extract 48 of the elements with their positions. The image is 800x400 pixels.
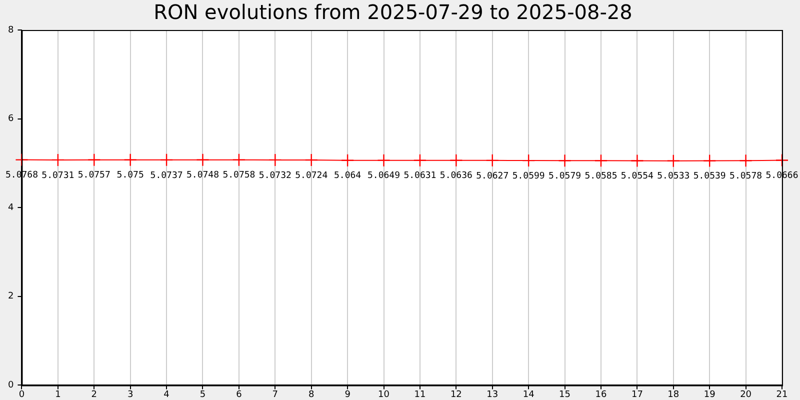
data-label: 5.0748 (186, 170, 219, 181)
x-tick-label: 16 (595, 390, 607, 400)
data-label: 5.0731 (42, 170, 74, 181)
x-tick-label: 18 (668, 390, 680, 400)
data-label: 5.0585 (584, 171, 618, 182)
x-tick-label: 13 (486, 390, 498, 400)
data-label: 5.0649 (368, 171, 400, 182)
data-label: 5.0631 (404, 171, 436, 182)
x-tick-label: 8 (308, 390, 314, 400)
x-tick-label: 20 (740, 390, 752, 400)
x-tick-label: 7 (272, 390, 278, 400)
data-label: 5.064 (334, 171, 362, 182)
x-tick-label: 5 (200, 390, 206, 400)
x-tick-label: 6 (236, 390, 242, 400)
data-label: 5.0578 (730, 171, 762, 182)
x-tick-label: 1 (55, 390, 61, 400)
data-label: 5.0737 (150, 170, 183, 181)
chart-title: RON evolutions from 2025-07-29 to 2025-08-28 (154, 0, 632, 24)
x-tick-label: 12 (450, 390, 462, 400)
x-tick-label: 14 (522, 390, 535, 400)
data-label: 5.075 (116, 170, 144, 181)
data-label: 5.0636 (440, 171, 472, 182)
data-label: 5.0579 (548, 171, 582, 182)
data-label: 5.0724 (295, 170, 328, 181)
x-tick-label: 19 (704, 390, 716, 400)
data-label: 5.0533 (657, 172, 690, 182)
y-tick-label: 6 (8, 114, 14, 124)
x-tick-label: 0 (18, 390, 25, 400)
x-tick-label: 15 (559, 390, 571, 400)
data-label: 5.0539 (693, 172, 726, 182)
x-tick-label: 21 (776, 390, 788, 400)
data-label: 5.0758 (222, 170, 256, 181)
x-tick-label: 9 (344, 390, 351, 400)
y-tick-label: 4 (8, 202, 14, 213)
data-label: 5.0554 (620, 172, 654, 182)
y-tick-label: 2 (8, 292, 14, 302)
y-tick-label: 0 (8, 380, 14, 391)
y-tick-label: 8 (8, 25, 14, 36)
x-tick-label: 4 (164, 390, 170, 400)
x-tick-label: 10 (378, 390, 390, 400)
data-label: 5.0757 (78, 170, 110, 181)
x-tick-label: 17 (631, 390, 643, 400)
data-label: 5.0627 (476, 171, 509, 182)
x-tick-label: 2 (91, 390, 97, 400)
data-label: 5.0599 (512, 171, 545, 182)
x-tick-label: 3 (127, 390, 134, 400)
data-label: 5.0732 (258, 170, 292, 181)
x-tick-label: 11 (414, 390, 426, 400)
